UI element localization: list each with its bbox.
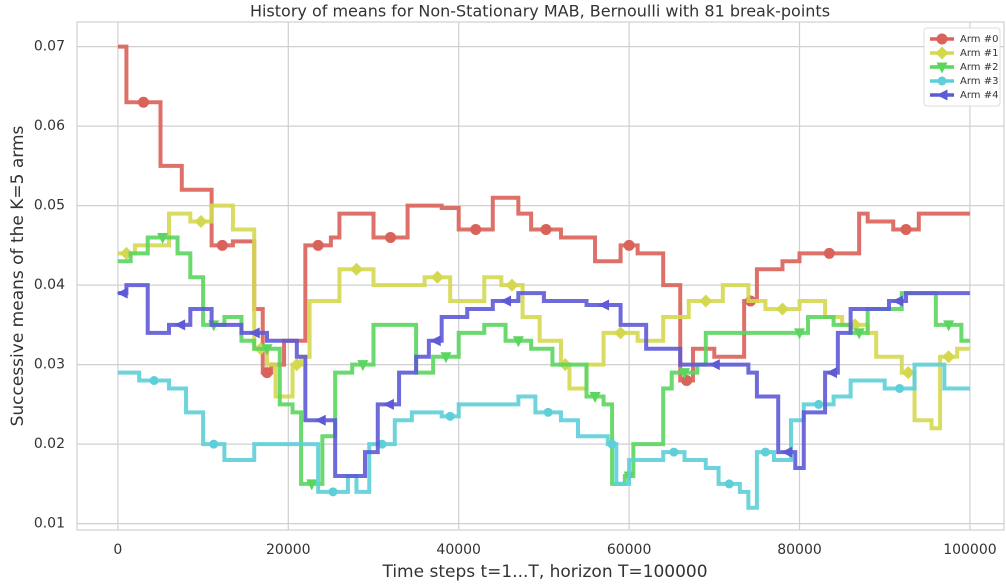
marker [901, 366, 915, 380]
marker [614, 326, 628, 340]
marker [357, 360, 369, 372]
y-tick-label: 0.02 [34, 436, 65, 452]
marker [724, 479, 734, 489]
marker [430, 270, 444, 284]
legend-label: Arm #3 [960, 76, 998, 87]
marker [775, 302, 789, 316]
marker [216, 239, 228, 251]
plot-area [76, 21, 1005, 531]
marker [936, 89, 948, 101]
marker [781, 446, 793, 458]
marker [429, 335, 441, 347]
x-tick-label: 100000 [943, 542, 996, 558]
legend-label: Arm #1 [960, 48, 998, 59]
marker [137, 96, 149, 108]
x-tick-label: 60000 [607, 542, 652, 558]
marker [895, 383, 905, 393]
marker [814, 399, 824, 409]
y-axis-label: Successive means of the K=5 arms [8, 125, 28, 426]
marker [382, 398, 394, 410]
step-line [117, 283, 970, 478]
marker [385, 231, 397, 243]
marker [607, 439, 617, 449]
marker [500, 295, 512, 307]
x-tick-label: 20000 [266, 542, 311, 558]
marker [681, 375, 693, 387]
x-tick-label: 0 [113, 542, 122, 558]
marker [261, 344, 273, 356]
marker [290, 358, 304, 372]
marker [377, 439, 387, 449]
marker [505, 278, 519, 292]
marker [116, 287, 128, 299]
x-tick-label: 40000 [436, 542, 481, 558]
step-line [117, 235, 970, 486]
x-axis-label: Time steps t=1...T, horizon T=100000 [381, 562, 707, 582]
marker [669, 447, 679, 457]
marker [823, 247, 835, 259]
marker [149, 376, 159, 386]
marker [825, 367, 837, 379]
marker [589, 391, 601, 403]
marker [794, 328, 806, 340]
marker [708, 359, 720, 371]
legend-label: Arm #0 [960, 34, 998, 45]
marker [853, 328, 865, 340]
marker [936, 62, 948, 74]
marker [623, 239, 635, 251]
marker [248, 327, 260, 339]
marker [937, 76, 947, 86]
marker [314, 414, 326, 426]
marker [540, 223, 552, 235]
marker [891, 295, 903, 307]
marker [760, 447, 770, 457]
marker [174, 319, 186, 331]
legend-label: Arm #4 [960, 90, 998, 101]
marker [543, 407, 553, 417]
marker [157, 232, 169, 244]
y-tick-label: 0.01 [34, 516, 65, 532]
y-tick-label: 0.03 [34, 357, 65, 373]
marker [936, 33, 948, 45]
chart-title: History of means for Non-Stationary MAB,… [250, 2, 830, 21]
x-tick-label: 80000 [777, 542, 822, 558]
marker [678, 368, 690, 380]
y-tick-label: 0.06 [34, 118, 65, 134]
marker [512, 336, 524, 348]
marker [699, 294, 713, 308]
marker [900, 223, 912, 235]
marker [943, 320, 955, 332]
y-tick-label: 0.07 [34, 39, 65, 55]
marker [598, 299, 610, 311]
marker [470, 223, 482, 235]
marker [445, 411, 455, 421]
y-tick-label: 0.05 [34, 198, 65, 214]
marker [209, 439, 219, 449]
marker [935, 46, 949, 60]
step-line [117, 362, 970, 510]
marker [942, 350, 956, 364]
marker [261, 367, 273, 379]
marker [312, 239, 324, 251]
marker [349, 262, 363, 276]
legend-label: Arm #2 [960, 62, 998, 73]
marker [440, 352, 452, 364]
y-tick-label: 0.04 [34, 277, 65, 293]
marker [194, 215, 208, 229]
marker [328, 487, 338, 497]
marker [306, 479, 318, 491]
